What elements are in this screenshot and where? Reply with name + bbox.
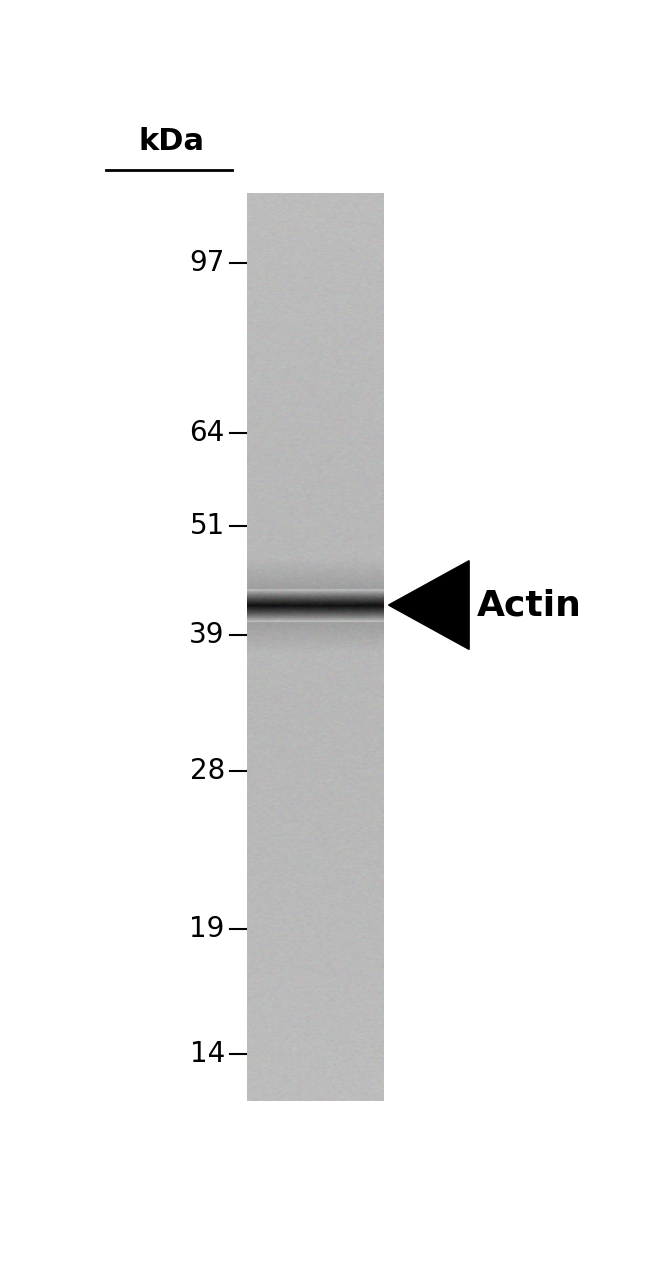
- Polygon shape: [389, 561, 469, 649]
- Text: kDa: kDa: [139, 127, 205, 156]
- Text: 39: 39: [189, 621, 225, 649]
- Text: 64: 64: [190, 419, 225, 447]
- Text: 28: 28: [190, 757, 225, 785]
- Text: 19: 19: [189, 916, 225, 943]
- Text: Actin: Actin: [476, 588, 582, 623]
- Text: 97: 97: [189, 249, 225, 277]
- Text: 14: 14: [190, 1040, 225, 1068]
- Text: 51: 51: [190, 511, 225, 539]
